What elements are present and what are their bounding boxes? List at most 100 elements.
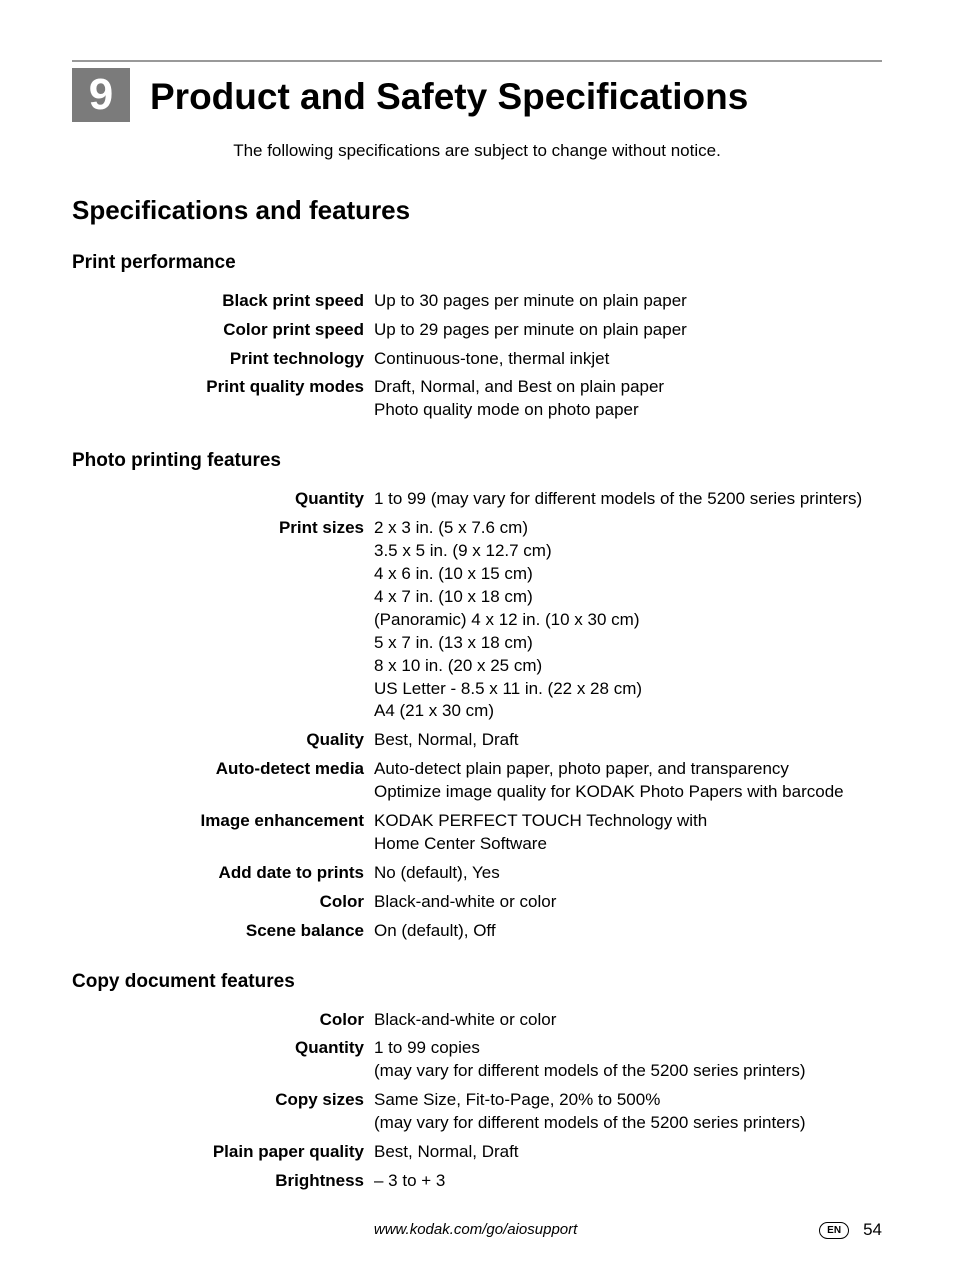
header-rule	[72, 60, 882, 62]
spec-label: Print technology	[72, 348, 374, 371]
spec-value-line: 1 to 99 copies	[374, 1037, 882, 1060]
spec-row: Color print speedUp to 29 pages per minu…	[72, 319, 882, 342]
spec-value-line: Continuous-tone, thermal inkjet	[374, 348, 882, 371]
spec-value-line: (may vary for different models of the 52…	[374, 1112, 882, 1135]
spec-label: Print sizes	[72, 517, 374, 723]
spec-label: Copy sizes	[72, 1089, 374, 1135]
spec-value: Black-and-white or color	[374, 1009, 882, 1032]
spec-value-line: 1 to 99 (may vary for different models o…	[374, 488, 882, 511]
spec-value-line: US Letter - 8.5 x 11 in. (22 x 28 cm)	[374, 678, 882, 701]
spec-value: Best, Normal, Draft	[374, 729, 882, 752]
spec-value-line: Up to 29 pages per minute on plain paper	[374, 319, 882, 342]
spec-value-line: On (default), Off	[374, 920, 882, 943]
spec-row: QualityBest, Normal, Draft	[72, 729, 882, 752]
spec-row: ColorBlack-and-white or color	[72, 891, 882, 914]
spec-value-line: KODAK PERFECT TOUCH Technology with	[374, 810, 882, 833]
spec-row: Black print speedUp to 30 pages per minu…	[72, 290, 882, 313]
spec-row: Quantity1 to 99 copies(may vary for diff…	[72, 1037, 882, 1083]
spec-value: 1 to 99 copies(may vary for different mo…	[374, 1037, 882, 1083]
spec-value-line: 3.5 x 5 in. (9 x 12.7 cm)	[374, 540, 882, 563]
spec-value-line: Same Size, Fit-to-Page, 20% to 500%	[374, 1089, 882, 1112]
spec-value-line: 2 x 3 in. (5 x 7.6 cm)	[374, 517, 882, 540]
spec-row: Add date to printsNo (default), Yes	[72, 862, 882, 885]
spec-rows: ColorBlack-and-white or colorQuantity1 t…	[72, 1009, 882, 1194]
spec-row: Plain paper qualityBest, Normal, Draft	[72, 1141, 882, 1164]
spec-value-line: Up to 30 pages per minute on plain paper	[374, 290, 882, 313]
spec-rows: Black print speedUp to 30 pages per minu…	[72, 290, 882, 423]
spec-value-line: (Panoramic) 4 x 12 in. (10 x 30 cm)	[374, 609, 882, 632]
spec-row: ColorBlack-and-white or color	[72, 1009, 882, 1032]
spec-value-line: 4 x 6 in. (10 x 15 cm)	[374, 563, 882, 586]
spec-value: Continuous-tone, thermal inkjet	[374, 348, 882, 371]
spec-value: Draft, Normal, and Best on plain paperPh…	[374, 376, 882, 422]
spec-value: Up to 30 pages per minute on plain paper	[374, 290, 882, 313]
spec-row: Scene balanceOn (default), Off	[72, 920, 882, 943]
chapter-title: Product and Safety Specifications	[150, 68, 748, 122]
spec-value-line: Black-and-white or color	[374, 1009, 882, 1032]
spec-row: Print sizes2 x 3 in. (5 x 7.6 cm)3.5 x 5…	[72, 517, 882, 723]
chapter-header: 9 Product and Safety Specifications	[72, 68, 882, 122]
page-number: 54	[863, 1219, 882, 1242]
spec-row: Image enhancementKODAK PERFECT TOUCH Tec…	[72, 810, 882, 856]
section-print-performance: Print performance Black print speedUp to…	[72, 250, 882, 422]
spec-row: Quantity1 to 99 (may vary for different …	[72, 488, 882, 511]
spec-label: Color	[72, 1009, 374, 1032]
chapter-number-box: 9	[72, 68, 130, 122]
footer-url: www.kodak.com/go/aiosupport	[132, 1220, 819, 1240]
spec-value-line: 8 x 10 in. (20 x 25 cm)	[374, 655, 882, 678]
spec-value-line: Draft, Normal, and Best on plain paper	[374, 376, 882, 399]
section-copy-document: Copy document features ColorBlack-and-wh…	[72, 969, 882, 1193]
spec-label: Plain paper quality	[72, 1141, 374, 1164]
spec-value-line: 5 x 7 in. (13 x 18 cm)	[374, 632, 882, 655]
spec-value-line: – 3 to + 3	[374, 1170, 882, 1193]
spec-row: Brightness– 3 to + 3	[72, 1170, 882, 1193]
spec-label: Image enhancement	[72, 810, 374, 856]
spec-label: Black print speed	[72, 290, 374, 313]
spec-value-line: Optimize image quality for KODAK Photo P…	[374, 781, 882, 804]
chapter-subtitle: The following specifications are subject…	[72, 140, 882, 163]
spec-value: Best, Normal, Draft	[374, 1141, 882, 1164]
spec-value: No (default), Yes	[374, 862, 882, 885]
spec-value-line: Black-and-white or color	[374, 891, 882, 914]
spec-label: Quality	[72, 729, 374, 752]
spec-value: 2 x 3 in. (5 x 7.6 cm)3.5 x 5 in. (9 x 1…	[374, 517, 882, 723]
subheading: Copy document features	[72, 969, 882, 995]
spec-value: KODAK PERFECT TOUCH Technology withHome …	[374, 810, 882, 856]
spec-label: Auto-detect media	[72, 758, 374, 804]
spec-label: Add date to prints	[72, 862, 374, 885]
spec-label: Print quality modes	[72, 376, 374, 422]
spec-value-line: Best, Normal, Draft	[374, 1141, 882, 1164]
spec-value: Auto-detect plain paper, photo paper, an…	[374, 758, 882, 804]
spec-label: Color	[72, 891, 374, 914]
spec-row: Print quality modesDraft, Normal, and Be…	[72, 376, 882, 422]
spec-label: Color print speed	[72, 319, 374, 342]
spec-value-line: Best, Normal, Draft	[374, 729, 882, 752]
spec-value: Up to 29 pages per minute on plain paper	[374, 319, 882, 342]
spec-value: – 3 to + 3	[374, 1170, 882, 1193]
spec-value: On (default), Off	[374, 920, 882, 943]
spec-value-line: Home Center Software	[374, 833, 882, 856]
spec-row: Auto-detect mediaAuto-detect plain paper…	[72, 758, 882, 804]
spec-row: Print technologyContinuous-tone, thermal…	[72, 348, 882, 371]
spec-label: Quantity	[72, 488, 374, 511]
spec-value-line: A4 (21 x 30 cm)	[374, 700, 882, 723]
spec-value: Same Size, Fit-to-Page, 20% to 500%(may …	[374, 1089, 882, 1135]
spec-rows: Quantity1 to 99 (may vary for different …	[72, 488, 882, 943]
subheading: Photo printing features	[72, 448, 882, 474]
language-badge: EN	[819, 1222, 849, 1239]
spec-value-line: Auto-detect plain paper, photo paper, an…	[374, 758, 882, 781]
spec-value-line: 4 x 7 in. (10 x 18 cm)	[374, 586, 882, 609]
spec-value-line: No (default), Yes	[374, 862, 882, 885]
spec-label: Brightness	[72, 1170, 374, 1193]
spec-label: Scene balance	[72, 920, 374, 943]
spec-value-line: Photo quality mode on photo paper	[374, 399, 882, 422]
spec-row: Copy sizesSame Size, Fit-to-Page, 20% to…	[72, 1089, 882, 1135]
spec-value: 1 to 99 (may vary for different models o…	[374, 488, 882, 511]
subheading: Print performance	[72, 250, 882, 276]
section-photo-printing: Photo printing features Quantity1 to 99 …	[72, 448, 882, 943]
spec-value: Black-and-white or color	[374, 891, 882, 914]
page-footer: www.kodak.com/go/aiosupport EN 54	[72, 1219, 882, 1242]
spec-value-line: (may vary for different models of the 52…	[374, 1060, 882, 1083]
spec-label: Quantity	[72, 1037, 374, 1083]
section-heading-specifications: Specifications and features	[72, 193, 882, 228]
